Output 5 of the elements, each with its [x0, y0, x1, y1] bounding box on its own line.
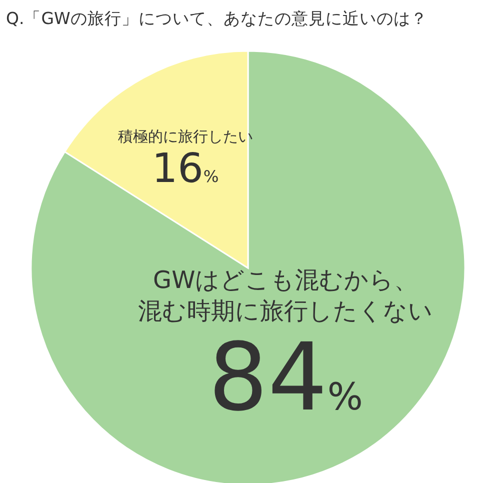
chart-title: Q.「GWの旅行」について、あなたの意見に近いのは？: [6, 9, 428, 28]
data-label: 84%: [208, 324, 363, 433]
slice-label: 積極的に旅行したい: [118, 128, 253, 146]
data-label: 16%: [152, 144, 219, 192]
slice-label: GWはどこも混むから、混む時期に旅行したくない: [138, 266, 434, 326]
